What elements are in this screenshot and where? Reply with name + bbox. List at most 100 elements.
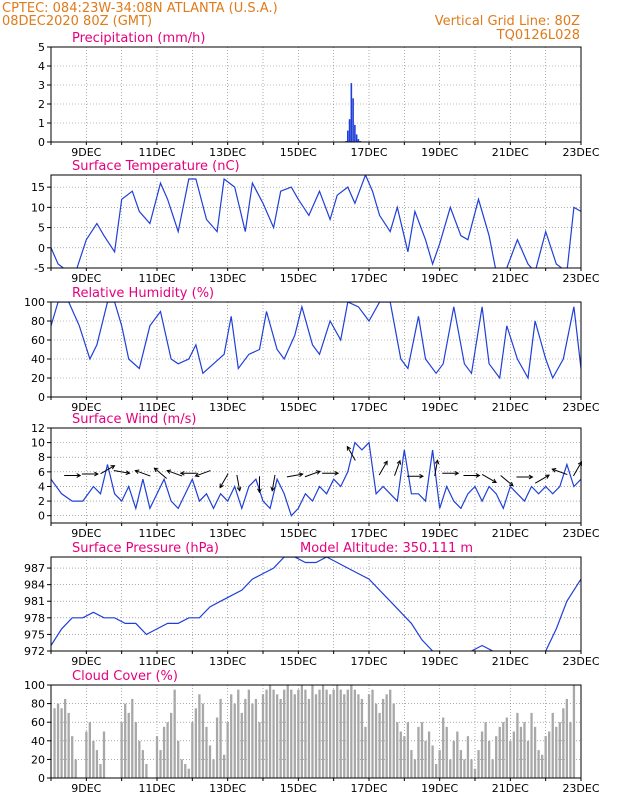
bar [357, 694, 359, 778]
x-tick-label: 9DEC [71, 146, 101, 159]
x-tick-label: 15DEC [280, 782, 317, 795]
bar [219, 699, 221, 778]
wind-arrow [287, 473, 303, 477]
wind-arrow-shaft [573, 462, 581, 476]
wind-arrow [379, 461, 387, 475]
bar [350, 685, 352, 778]
bar [354, 125, 356, 142]
bar [368, 694, 370, 778]
wind-arrow [573, 462, 581, 476]
bar [234, 704, 236, 778]
bar [375, 704, 377, 778]
bar [520, 727, 522, 778]
bar [446, 727, 448, 778]
bar [276, 694, 278, 778]
y-tick-label: 0 [38, 772, 45, 785]
bar [573, 685, 575, 778]
bar [386, 694, 388, 778]
bar [351, 83, 353, 142]
bar [248, 690, 250, 778]
bar [354, 690, 356, 778]
wind-arrow-shaft [154, 468, 166, 478]
bar [159, 750, 161, 778]
x-tick-label: 13DEC [209, 527, 246, 540]
x-tick-label: 17DEC [350, 146, 387, 159]
bar [516, 713, 518, 778]
bar [209, 745, 211, 778]
bar [456, 732, 458, 779]
bar [371, 690, 373, 778]
wind-arrow [64, 474, 80, 478]
bar [414, 759, 416, 778]
x-tick-label: 19DEC [421, 146, 458, 159]
wind-arrow [237, 475, 241, 491]
bar [361, 699, 363, 778]
bar [304, 690, 306, 778]
bar [283, 690, 285, 778]
y-tick-label: 60 [31, 334, 45, 347]
y-tick-label: 40 [31, 353, 45, 366]
bar [389, 690, 391, 778]
wind-arrow [516, 475, 532, 479]
y-tick-label: 8 [38, 451, 45, 464]
wind-arrow-shaft [482, 474, 496, 482]
bar [290, 690, 292, 778]
x-tick-label: 17DEC [350, 782, 387, 795]
x-tick-label: 17DEC [350, 401, 387, 414]
y-tick-label: 20 [31, 753, 45, 766]
bar [287, 685, 289, 778]
bar [237, 690, 239, 778]
bar [325, 690, 327, 778]
bar [428, 732, 430, 779]
bar [333, 690, 335, 778]
bar [396, 722, 398, 778]
bar [241, 713, 243, 778]
bar [191, 722, 193, 778]
x-tick-label: 13DEC [209, 655, 246, 668]
bar [75, 759, 77, 778]
bar [470, 759, 472, 778]
bar [424, 741, 426, 778]
bar [442, 718, 444, 778]
bar [347, 131, 349, 142]
header-date-line: 08DEC2020 80Z (GMT) [2, 14, 152, 29]
y-tick-label: 40 [31, 735, 45, 748]
y-tick-label: -5 [34, 262, 45, 275]
bar [417, 727, 419, 778]
bar [562, 708, 564, 778]
panel-frame [51, 175, 581, 268]
panel-title: Surface Wind (m/s) [72, 412, 196, 427]
x-tick-label: 23DEC [562, 655, 599, 668]
x-tick-label: 15DEC [280, 272, 317, 285]
bar [318, 690, 320, 778]
y-tick-label: 2 [38, 495, 45, 508]
bar [555, 727, 557, 778]
bar [492, 759, 494, 778]
bar [534, 727, 536, 778]
series-line [51, 175, 581, 272]
y-tick-label: 80 [31, 698, 45, 711]
bar [421, 722, 423, 778]
x-tick-label: 23DEC [562, 782, 599, 795]
bar [163, 727, 165, 778]
y-tick-label: 12 [31, 422, 45, 435]
bar [329, 694, 331, 778]
bar [89, 722, 91, 778]
bar [212, 759, 214, 778]
bar [378, 713, 380, 778]
bar [477, 750, 479, 778]
y-tick-label: 100 [24, 296, 45, 309]
x-tick-label: 13DEC [209, 401, 246, 414]
panel-frame [51, 557, 581, 651]
x-tick-label: 13DEC [209, 146, 246, 159]
bar [545, 736, 547, 778]
y-tick-label: 6 [38, 466, 45, 479]
bar [230, 694, 232, 778]
bar [488, 741, 490, 778]
bar [499, 727, 501, 778]
bar [272, 690, 274, 778]
bar [103, 732, 105, 779]
y-tick-label: 972 [24, 645, 45, 658]
x-tick-label: 15DEC [280, 527, 317, 540]
